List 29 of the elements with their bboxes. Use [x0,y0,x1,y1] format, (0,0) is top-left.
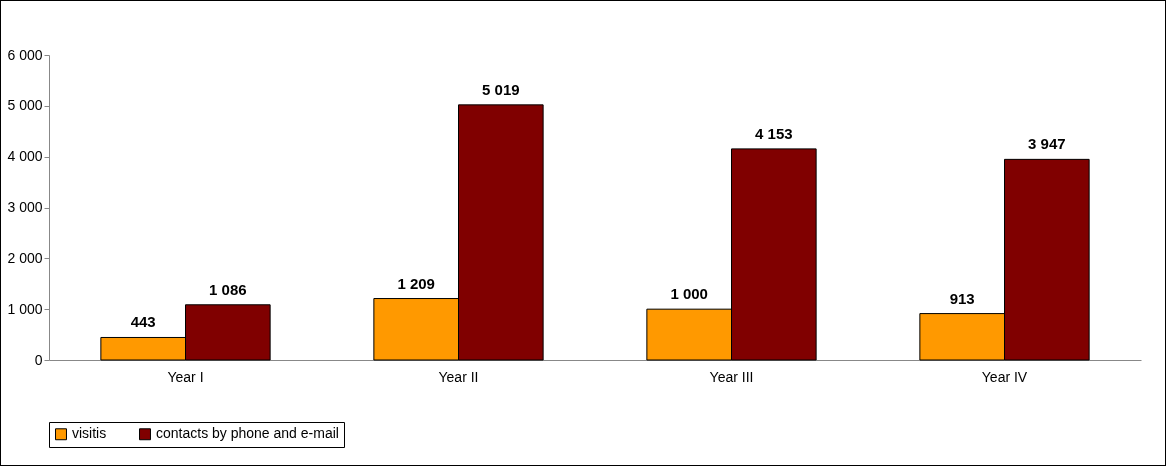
x-tick-label: Year IV [981,368,1028,385]
bar [185,304,271,361]
data-label: 4 153 [755,124,793,142]
bar [373,298,459,361]
bar [1004,158,1090,361]
data-label: 1 000 [670,285,708,303]
x-tick-label: Year III [709,368,754,385]
bar [100,336,186,361]
bar [731,148,817,361]
y-tick-label: 0 [34,351,43,368]
y-tick-label: 6 000 [7,46,43,63]
legend-label: visitis [72,425,107,442]
legend-label: contacts by phone and e-mail [156,425,339,442]
bar [458,104,544,361]
x-tick-label: Year I [167,368,204,385]
data-label: 1 086 [209,280,247,298]
data-label: 913 [949,289,975,307]
bar [646,308,732,361]
bar [919,313,1005,361]
data-label: 5 019 [482,80,520,98]
y-tick-label: 1 000 [7,300,43,317]
x-tick-label: Year II [438,368,479,385]
y-tick-label: 3 000 [7,199,43,215]
data-label: 3 947 [1028,135,1066,153]
y-tick-label: 5 000 [7,97,43,114]
y-tick-label: 4 000 [7,148,43,165]
data-label: 1 209 [397,274,435,292]
y-tick-label: 2 000 [7,249,43,266]
data-label: 443 [130,313,156,331]
